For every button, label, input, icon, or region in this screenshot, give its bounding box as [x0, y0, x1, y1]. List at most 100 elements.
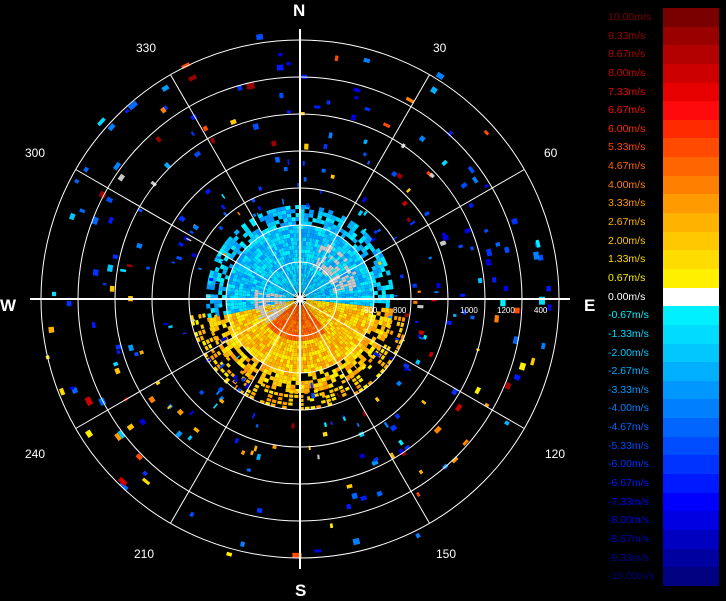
- echo-cell: [415, 532, 421, 539]
- echo-cell: [317, 344, 322, 350]
- echo-cell: [247, 368, 254, 375]
- echo-cell: [270, 291, 275, 294]
- echo-cell: [247, 321, 252, 326]
- echo-cell: [322, 342, 327, 348]
- echo-cell: [289, 305, 293, 309]
- echo-cell: [341, 305, 346, 309]
- azimuth-spoke: [299, 298, 430, 524]
- echo-cell: [308, 275, 312, 280]
- echo-cell: [360, 270, 366, 276]
- echo-cell: [281, 308, 286, 312]
- echo-cell: [286, 294, 291, 296]
- echo-cell: [114, 367, 121, 375]
- echo-cell: [244, 268, 250, 273]
- echo-cell: [321, 292, 326, 295]
- echo-cell: [377, 228, 382, 233]
- echo-cell: [385, 303, 390, 309]
- echo-cell: [304, 406, 310, 410]
- echo-cell: [344, 247, 350, 253]
- echo-cell: [346, 249, 352, 255]
- echo-cell: [283, 325, 287, 330]
- echo-cell: [361, 365, 366, 370]
- echo-cell: [357, 305, 362, 309]
- echo-cell: [338, 265, 344, 270]
- echo-cell: [303, 265, 306, 270]
- legend-entry: 1.33m/s: [604, 250, 719, 269]
- echo-cell: [270, 257, 275, 262]
- echo-cell: [290, 323, 294, 328]
- echo-cell: [320, 352, 326, 357]
- echo-cell: [141, 477, 151, 486]
- echo-cell: [148, 395, 156, 404]
- echo-cell: [290, 294, 295, 297]
- echo-cell: [316, 281, 321, 286]
- echo-cell: [241, 257, 247, 264]
- echo-cell: [323, 233, 329, 239]
- echo-cell: [349, 235, 355, 241]
- azimuth-label-150: 150: [436, 547, 457, 561]
- echo-cell: [279, 291, 284, 294]
- echo-cell: [378, 320, 384, 326]
- echo-cell: [313, 259, 318, 265]
- echo-cell: [256, 258, 262, 263]
- echo-cell: [226, 287, 231, 292]
- echo-cell: [242, 286, 248, 291]
- echo-cell: [288, 284, 292, 289]
- echo-cell: [327, 339, 332, 345]
- echo-cell: [126, 263, 133, 268]
- echo-cell: [377, 299, 383, 304]
- legend-entry: 0.67m/s: [604, 268, 719, 288]
- echo-cell: [277, 316, 282, 321]
- echo-cell: [351, 492, 358, 500]
- echo-cell: [248, 343, 254, 349]
- range-label: 800: [364, 306, 378, 315]
- echo-cell: [287, 217, 292, 222]
- echo-cell: [384, 312, 389, 318]
- echo-cell: [313, 325, 317, 330]
- echo-cell: [255, 284, 261, 289]
- echo-cell: [341, 379, 347, 384]
- echo-cell: [272, 445, 277, 450]
- echo-cell: [256, 335, 262, 340]
- echo-cell: [116, 349, 121, 355]
- echo-cell: [290, 288, 294, 292]
- echo-cell: [344, 286, 349, 290]
- echo-cell: [324, 272, 329, 277]
- echo-cell: [316, 235, 321, 240]
- echo-cell: [370, 237, 377, 243]
- echo-cell: [338, 340, 344, 346]
- echo-cell: [279, 261, 283, 267]
- echo-cell: [288, 398, 293, 402]
- echo-cell: [308, 309, 312, 314]
- echo-cell: [319, 258, 323, 263]
- echo-cell: [317, 261, 321, 267]
- echo-cell: [300, 204, 305, 210]
- echo-cell: [209, 337, 214, 343]
- echo-cell: [266, 209, 273, 215]
- echo-cell: [303, 233, 307, 238]
- echo-cell: [306, 306, 310, 310]
- echo-cell: [381, 285, 386, 291]
- echo-cell: [291, 217, 296, 222]
- echo-cell: [313, 294, 318, 297]
- echo-cell: [245, 252, 251, 258]
- echo-cell: [303, 237, 307, 242]
- echo-cell: [388, 284, 394, 290]
- echo-cell: [286, 301, 291, 303]
- echo-cell: [273, 317, 278, 322]
- echo-cell: [326, 263, 331, 268]
- echo-cell: [360, 229, 367, 236]
- echo-cell: [417, 334, 422, 338]
- echo-cell: [303, 291, 307, 295]
- echo-cell: [418, 330, 425, 335]
- echo-cell: [352, 238, 358, 244]
- echo-cell: [246, 335, 252, 341]
- echo-cell: [275, 280, 280, 284]
- echo-cell: [451, 387, 459, 396]
- echo-cell: [290, 301, 295, 304]
- echo-cell: [319, 262, 323, 268]
- echo-cell: [310, 363, 315, 369]
- echo-cell: [322, 328, 327, 333]
- echo-cell: [302, 316, 305, 321]
- echo-cell: [332, 323, 338, 328]
